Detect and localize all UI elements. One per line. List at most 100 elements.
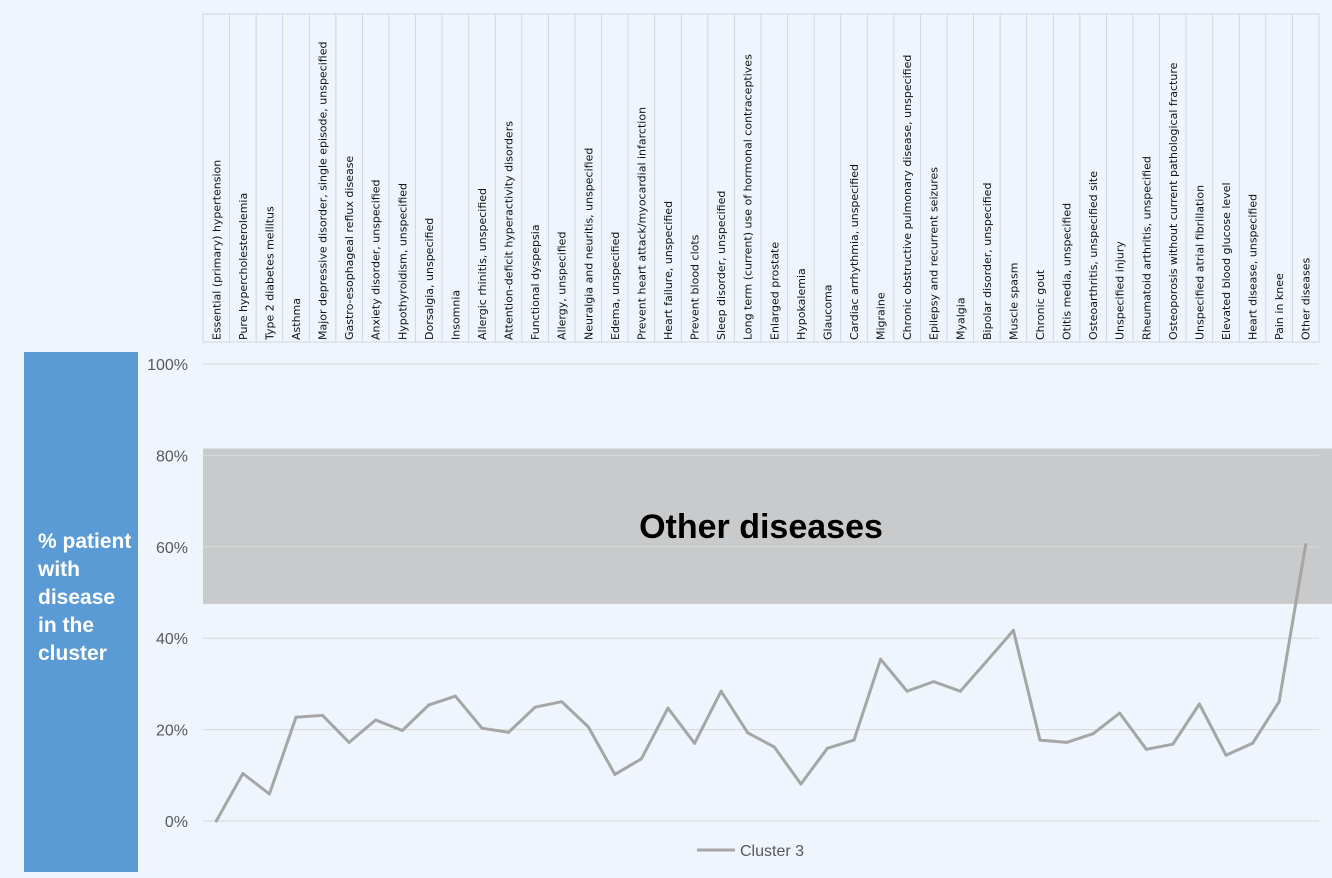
y-tick-label: 0%	[165, 814, 188, 831]
data-point	[852, 738, 856, 742]
data-point	[1224, 753, 1228, 757]
data-point	[1118, 711, 1122, 715]
data-point	[400, 729, 404, 732]
x-tick-label: Neuralgia and neuritis, unspecified	[582, 148, 595, 340]
x-tick-label: Myalgia	[954, 297, 967, 340]
x-tick-label: Osteoarthritis, unspecified site	[1087, 171, 1100, 340]
data-point	[799, 782, 803, 786]
x-tick-label: Chronic obstructive pulmonary disease, u…	[901, 55, 914, 340]
data-point	[1038, 738, 1042, 742]
x-tick-label: Elevated blood glucose level	[1220, 182, 1233, 340]
x-tick-label: Gastro-esophageal reflux disease	[343, 156, 356, 340]
series-layer	[214, 543, 1308, 823]
data-point	[427, 703, 431, 707]
x-tick-label: Rheumatoid arthritis, unspecified	[1140, 156, 1153, 340]
data-point	[241, 772, 245, 775]
x-tick-label: Muscle spasm	[1007, 263, 1020, 340]
x-tick-label: Otitis media, unspecified	[1061, 203, 1074, 340]
data-point	[1251, 741, 1255, 745]
data-point	[480, 726, 484, 730]
other-diseases-band-layer: Other diseases	[203, 448, 1332, 604]
x-tick-label: Essential (primary) hypertension	[210, 160, 223, 340]
x-tick-label: Major depressive disorder, single episod…	[317, 42, 330, 340]
data-point	[1065, 740, 1069, 744]
data-point	[1171, 742, 1175, 746]
x-tick-label: Bipolar disorder, unspecified	[981, 183, 994, 340]
data-point	[879, 657, 883, 661]
x-tick-label: Insomnia	[449, 290, 462, 340]
x-tick-label: Allergy, unspecified	[556, 232, 569, 340]
y-axis-ticks: 0% 20% 40% 60% 80% 100%	[147, 357, 188, 831]
data-point	[719, 689, 723, 693]
x-tick-label: Sleep disorder, unspecified	[715, 191, 728, 340]
x-tick-label: Pure hypercholesterolemia	[237, 193, 250, 340]
series-line-cluster-3	[214, 543, 1308, 823]
x-tick-label: Long term (current) use of hormonal cont…	[742, 54, 755, 340]
data-point	[1011, 628, 1015, 632]
x-tick-label: Heart failure, unspecified	[662, 201, 675, 340]
x-tick-label: Prevent blood clots	[689, 234, 702, 340]
data-point	[746, 731, 750, 735]
data-point	[267, 792, 271, 796]
data-point	[507, 730, 511, 734]
x-tick-label: Unspecified atrial fibrillation	[1193, 185, 1206, 340]
x-tick-label: Other diseases	[1300, 257, 1313, 340]
x-tick-label: Type 2 diabetes mellitus	[263, 206, 276, 341]
x-tick-label: Hypothyroidism, unspecified	[396, 183, 409, 340]
x-tick-label: Pain in knee	[1273, 273, 1286, 340]
x-tick-label: Chronic gout	[1034, 269, 1047, 340]
data-point	[1277, 700, 1281, 704]
data-point	[985, 659, 989, 663]
x-tick-label: Prevent heart attack/myocardial infarcti…	[635, 107, 648, 340]
data-point	[533, 705, 537, 709]
x-tick-label: Functional dyspepsia	[529, 224, 542, 340]
category-label-box: Essential (primary) hypertension Pure hyp…	[202, 13, 1320, 343]
x-tick-label: Enlarged prostate	[768, 242, 781, 340]
x-tick-label: Epilepsy and recurrent seizures	[928, 167, 941, 340]
data-point	[214, 819, 218, 823]
y-tick-label: 40%	[156, 631, 188, 648]
y-tick-label: 80%	[156, 448, 188, 465]
data-point	[639, 757, 643, 761]
data-point	[453, 694, 457, 698]
data-point	[772, 745, 776, 749]
data-point	[693, 741, 697, 745]
data-point	[374, 718, 378, 722]
x-tick-label: Anxiety disorder, unspecified	[370, 180, 383, 340]
other-diseases-band	[203, 448, 1332, 604]
x-tick-label: Osteoporosis without current pathologica…	[1167, 62, 1180, 340]
legend: Cluster 3	[697, 843, 804, 860]
data-point	[1304, 543, 1308, 546]
x-tick-label: Edema, unspecified	[609, 232, 622, 340]
x-tick-label: Asthma	[290, 298, 303, 340]
data-point	[347, 740, 351, 744]
x-tick-label: Hypokalemia	[795, 268, 808, 340]
data-point	[1197, 702, 1201, 706]
data-point	[294, 715, 298, 719]
legend-label: Cluster 3	[740, 843, 804, 860]
data-point	[586, 725, 590, 729]
y-axis-title-panel: % patient with disease in the cluster	[24, 352, 138, 872]
data-point	[905, 689, 909, 693]
x-tick-label: Dorsalgia, unspecified	[423, 218, 436, 340]
data-point	[1144, 747, 1148, 751]
x-tick-label: Unspecified injury	[1114, 241, 1127, 340]
data-point	[958, 689, 962, 693]
x-tick-label: Glaucoma	[821, 284, 834, 340]
x-tick-label: Migraine	[875, 292, 888, 340]
x-tick-label: Allergic rhinitis, unspecified	[476, 188, 489, 340]
y-tick-label: 20%	[156, 723, 188, 740]
data-point	[825, 746, 829, 750]
data-point	[613, 772, 617, 776]
data-point	[321, 713, 325, 717]
data-point	[1091, 732, 1095, 736]
x-tick-label: Cardiac arrhythmia, unspecified	[848, 164, 861, 340]
band-label: Other diseases	[639, 508, 883, 546]
y-tick-label: 100%	[147, 357, 188, 374]
data-point	[560, 700, 564, 704]
y-tick-label: 60%	[156, 540, 188, 557]
x-tick-label: Heart disease, unspecified	[1247, 194, 1260, 340]
gridlines	[203, 363, 1319, 822]
x-tick-label: Attention-deficit hyperactivity disorder…	[503, 121, 516, 340]
